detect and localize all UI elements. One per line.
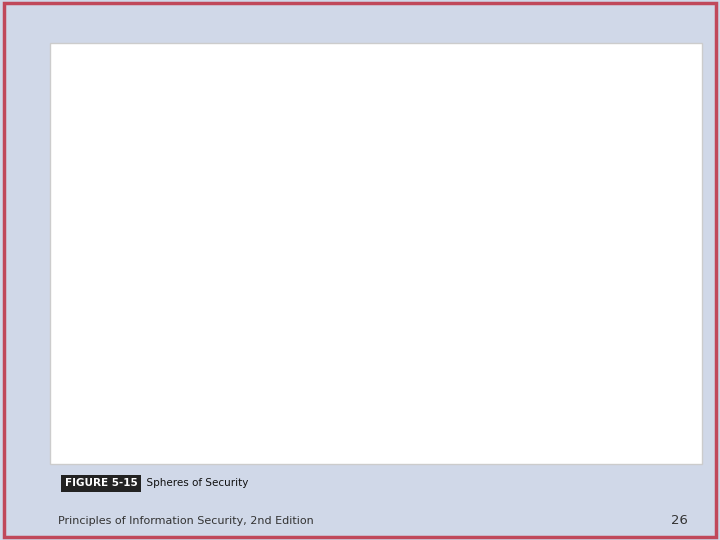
Text: Back ups: Back ups	[289, 309, 325, 319]
Text: People: People	[543, 438, 581, 448]
Text: Systems: Systems	[483, 298, 510, 302]
Text: People: People	[238, 242, 267, 252]
Text: Principles of Information Security, 2nd Edition: Principles of Information Security, 2nd …	[58, 516, 313, 526]
Text: Internet: Internet	[186, 367, 220, 376]
Text: Redundancy: Redundancy	[302, 75, 351, 84]
Text: People: People	[485, 274, 508, 280]
Ellipse shape	[409, 155, 578, 353]
Ellipse shape	[436, 187, 551, 321]
Ellipse shape	[150, 184, 251, 324]
Ellipse shape	[354, 90, 634, 418]
Text: Mon toring
systems: Mon toring systems	[291, 109, 334, 129]
Text: Spheres of Security: Spheres of Security	[140, 478, 249, 488]
Text: Information: Information	[176, 249, 222, 258]
Text: Patches and
upgrades: Patches and upgrades	[272, 146, 321, 165]
Text: Technology: Technology	[380, 438, 444, 448]
Text: Information: Information	[475, 248, 512, 253]
Text: Proxy servers: Proxy servers	[260, 259, 315, 268]
Ellipse shape	[382, 123, 606, 384]
Ellipse shape	[462, 217, 525, 291]
Text: Networks: Networks	[482, 320, 512, 325]
Text: Access controls: Access controls	[350, 394, 415, 403]
Text: Firewalls: Firewalls	[289, 206, 324, 215]
Ellipse shape	[174, 218, 226, 290]
Text: Internet: Internet	[484, 346, 509, 350]
Ellipse shape	[122, 146, 279, 362]
Ellipse shape	[328, 60, 660, 448]
Text: Policy & law: Policy & law	[628, 297, 676, 306]
Text: Education
& training: Education & training	[637, 211, 678, 230]
Ellipse shape	[472, 230, 514, 278]
Ellipse shape	[67, 69, 334, 439]
Text: Encryption: Encryption	[278, 285, 321, 294]
Text: Networks: Networks	[184, 328, 223, 337]
Text: Systems: Systems	[186, 290, 221, 299]
Text: FIGURE 5-15: FIGURE 5-15	[65, 478, 138, 488]
Text: 26: 26	[671, 514, 688, 526]
Text: Sphere of protection: Sphere of protection	[489, 44, 603, 55]
Ellipse shape	[95, 108, 306, 400]
Text: Security
planning
(IR, DR, BC): Security planning (IR, DR, BC)	[637, 124, 684, 153]
Text: Sphere of use: Sphere of use	[149, 44, 225, 55]
Text: Network IDS: Network IDS	[268, 232, 318, 241]
Text: Host IDS: Host IDS	[290, 182, 324, 191]
